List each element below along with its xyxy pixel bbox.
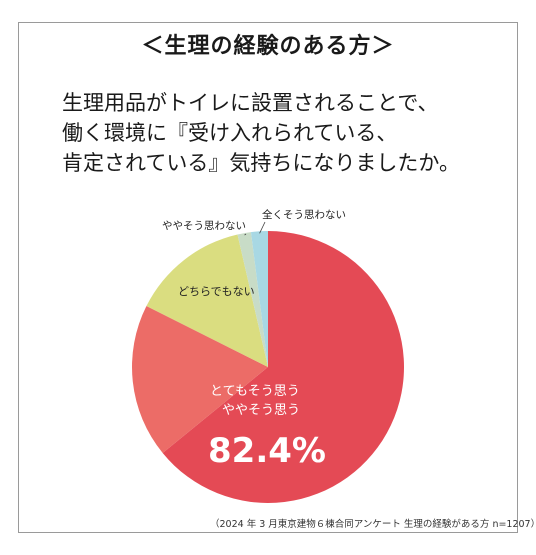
pie-slice-strongly-agree (162, 231, 405, 503)
leader-line-slightly-disagree (244, 233, 247, 236)
pie-slice-neutral (146, 234, 268, 367)
survey-question: 生理用品がトイレに設置されることで、 働く環境に『受け入れられている、 肯定され… (62, 88, 522, 178)
annotation-line-2: ややそう思う (222, 403, 300, 418)
pie-slices (132, 231, 405, 503)
slice-label-neutral: どちらでもない (178, 285, 255, 298)
question-line-1: 生理用品がトイレに設置されることで、 (62, 91, 439, 115)
question-line-3: 肯定されている』気持ちになりましたか。 (62, 151, 460, 175)
annotation-value: 82.4% (208, 431, 326, 471)
annotation-line-1: とてもそう思う (210, 384, 300, 399)
slice-label-slightly-disagree: ややそう思わない (162, 220, 246, 232)
page-title: ＜生理の経験のある方＞ (141, 34, 395, 59)
leader-lines (244, 221, 266, 236)
pie-slice-slightly-agree (132, 306, 268, 454)
footnote: （2024 年 3 月東京建物６棟合同アンケート 生理の経験がある方 n=120… (210, 519, 536, 530)
slice-label-strongly-disagree: 全くそう思わない (262, 208, 346, 221)
pie-slice-slightly-disagree (237, 232, 268, 367)
pie-slice-strongly-disagree (250, 231, 268, 367)
leader-line-strongly-disagree (259, 221, 266, 234)
question-line-2: 働く環境に『受け入れられている、 (62, 121, 398, 145)
